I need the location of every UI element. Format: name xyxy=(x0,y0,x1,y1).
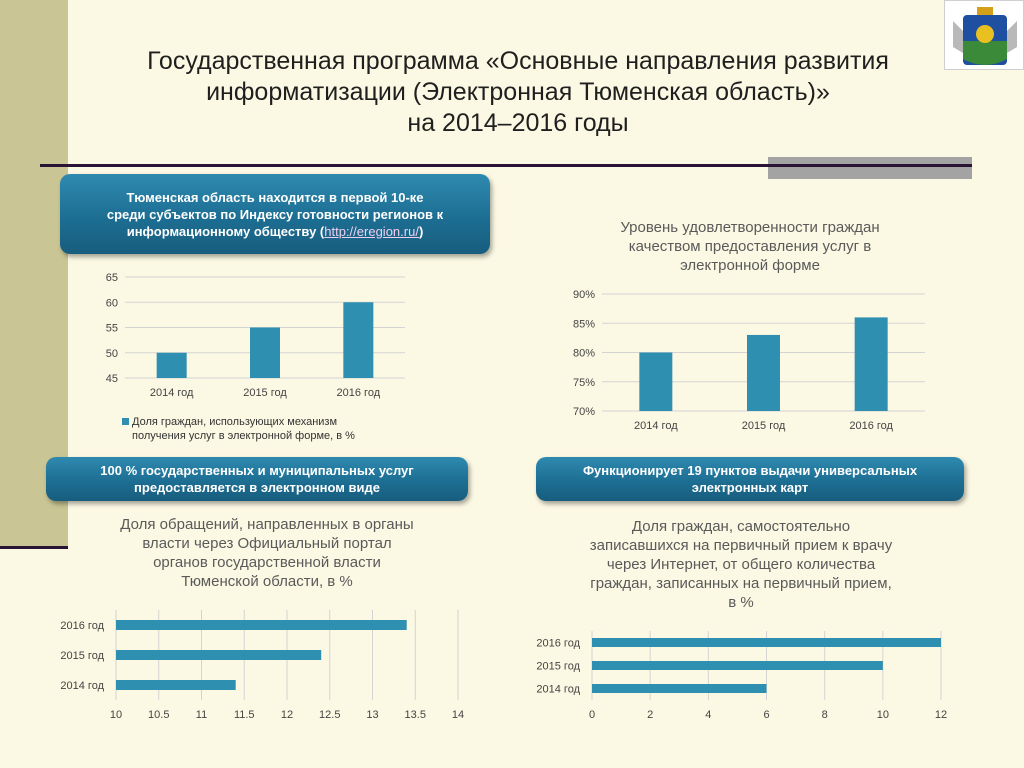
rating-callout: Тюменская область находится в первой 10-… xyxy=(60,174,490,254)
x-tick-label: 0 xyxy=(589,709,595,721)
chart-title-line: Тюменской области, в % xyxy=(181,573,353,590)
callout-line: среди субъектов по Индексу готовности ре… xyxy=(106,206,444,222)
chart-title-line: граждан, записанных на первичный прием, xyxy=(590,575,892,592)
y-tick-label: 90% xyxy=(573,289,595,301)
x-tick-label: 2016 год xyxy=(337,387,381,399)
legend-label: Доля граждан, использующих механизм xyxy=(132,416,338,428)
x-tick-label: 12 xyxy=(935,709,947,721)
chart-portal-requests: 10 10.5 11 11.5 12 12.5 13 13.5 14 2016 год 2015 г… xyxy=(60,610,464,721)
y-tick-label: 2014 год xyxy=(536,684,580,696)
chart-title-line: органов государственной власти xyxy=(153,554,381,571)
legend-line: получения услуг в электронной форме, в % xyxy=(132,430,355,442)
chart2-title: Уровень удовлетворенности граждан качест… xyxy=(580,218,920,275)
bar xyxy=(747,334,780,411)
chart-title-line: через Интернет, от общего количества xyxy=(606,556,876,573)
legend-line: Доля граждан, использующих механизм xyxy=(122,415,422,429)
callout-text: 100 % государственных и муниципальных ус… xyxy=(100,463,414,495)
eregion-link[interactable]: http://eregion.ru/ xyxy=(324,223,419,239)
x-tick-label: 4 xyxy=(705,709,711,721)
x-tick-label: 13.5 xyxy=(405,709,426,721)
x-tick-label: 12 xyxy=(281,709,293,721)
x-tick-label: 10.5 xyxy=(148,709,169,721)
bar xyxy=(343,302,374,378)
grey-decor-bar xyxy=(768,157,972,165)
bar xyxy=(116,620,407,630)
x-tick-label: 2 xyxy=(647,709,653,721)
x-tick-label: 10 xyxy=(877,709,889,721)
chart-title-line: Доля граждан, самостоятельно xyxy=(631,518,851,535)
y-tick-label: 45 xyxy=(106,373,118,385)
x-tick-label: 2016 год xyxy=(849,420,893,432)
chart-title-line: электронной форме xyxy=(680,257,820,274)
cards-callout: Функционирует 19 пунктов выдачи универса… xyxy=(536,457,964,501)
bar xyxy=(592,684,767,693)
callout-text: ) xyxy=(418,223,424,239)
x-tick-label: 2014 год xyxy=(634,420,678,432)
title-line: на 2014–2016 годы xyxy=(407,109,629,137)
y-tick-label: 60 xyxy=(106,297,118,309)
x-tick-label: 11 xyxy=(196,709,207,721)
x-tick-label: 2015 год xyxy=(742,420,786,432)
callout-text: информационному обществу ( xyxy=(126,223,325,239)
x-tick-label: 12.5 xyxy=(319,709,340,721)
y-tick-label: 55 xyxy=(106,323,118,335)
y-tick-label: 2014 год xyxy=(60,680,104,692)
chart-title-line: Уровень удовлетворенности граждан xyxy=(620,219,880,236)
legend-swatch xyxy=(122,418,129,425)
grey-decor-bar xyxy=(768,167,972,179)
y-tick-label: 85% xyxy=(573,318,595,330)
chart-title-line: качеством предоставления услуг в xyxy=(628,238,872,255)
chart-title-line: записавшихся на первичный прием к врачу xyxy=(589,537,893,554)
y-tick-label: 2015 год xyxy=(536,661,580,673)
chart-title-line: власти через Официальный портал xyxy=(142,535,392,552)
y-tick-label: 65 xyxy=(106,272,118,284)
chart-doctor-appointments: 0 2 4 6 8 10 12 2016 год 2015 год 2014 год xyxy=(536,631,947,721)
callout-line: информационному обществу (http://eregion… xyxy=(107,223,443,240)
page-title: Государственная программа «Основные напр… xyxy=(78,46,958,139)
x-tick-label: 2015 год xyxy=(243,387,287,399)
x-tick-label: 14 xyxy=(452,709,464,721)
chart3-title: Доля обращений, направленных в органы вл… xyxy=(82,515,452,591)
title-line: информатизации (Электронная Тюменская об… xyxy=(206,78,830,106)
x-tick-label: 11.5 xyxy=(234,709,255,721)
bar xyxy=(639,352,673,411)
y-tick-label: 2016 год xyxy=(536,638,580,650)
x-tick-label: 8 xyxy=(822,709,828,721)
bar xyxy=(854,317,888,411)
y-tick-label: 50 xyxy=(106,348,118,360)
y-tick-label: 2016 год xyxy=(60,620,104,632)
x-tick-label: 10 xyxy=(110,709,122,721)
bar xyxy=(116,650,322,660)
x-tick-label: 13 xyxy=(366,709,378,721)
x-tick-label: 2014 год xyxy=(150,387,194,399)
chart-internet-users: 65 60 55 50 45 2014 год 2015 год 2016 год xyxy=(106,272,405,399)
callout-text: Функционирует 19 пунктов выдачи универса… xyxy=(582,463,918,495)
services-callout: 100 % государственных и муниципальных ус… xyxy=(46,457,468,501)
y-tick-label: 70% xyxy=(573,406,595,418)
title-divider xyxy=(40,164,972,167)
left-decor-stripe xyxy=(0,0,68,548)
chart-satisfaction: 90% 85% 80% 75% 70% 2014 год 2015 год 2016 год xyxy=(573,289,925,432)
bar xyxy=(156,352,187,378)
callout-line: Тюменская область находится в первой 10-… xyxy=(126,189,424,205)
y-tick-label: 80% xyxy=(573,348,595,360)
bar xyxy=(250,327,280,378)
chart-title-line: в % xyxy=(728,594,754,611)
y-tick-label: 75% xyxy=(573,377,595,389)
left-decor-line xyxy=(0,546,68,549)
chart4-title: Доля граждан, самостоятельно записавшихс… xyxy=(556,517,926,612)
tyumen-coat-of-arms-icon xyxy=(944,0,1024,70)
x-tick-label: 6 xyxy=(763,709,769,721)
bar xyxy=(592,661,883,670)
bar xyxy=(592,638,941,647)
title-line: Государственная программа «Основные напр… xyxy=(147,47,889,75)
bar xyxy=(116,680,236,690)
y-tick-label: 2015 год xyxy=(60,650,104,662)
chart1-legend: Доля граждан, использующих механизм полу… xyxy=(122,415,422,443)
chart-title-line: Доля обращений, направленных в органы xyxy=(120,516,414,533)
